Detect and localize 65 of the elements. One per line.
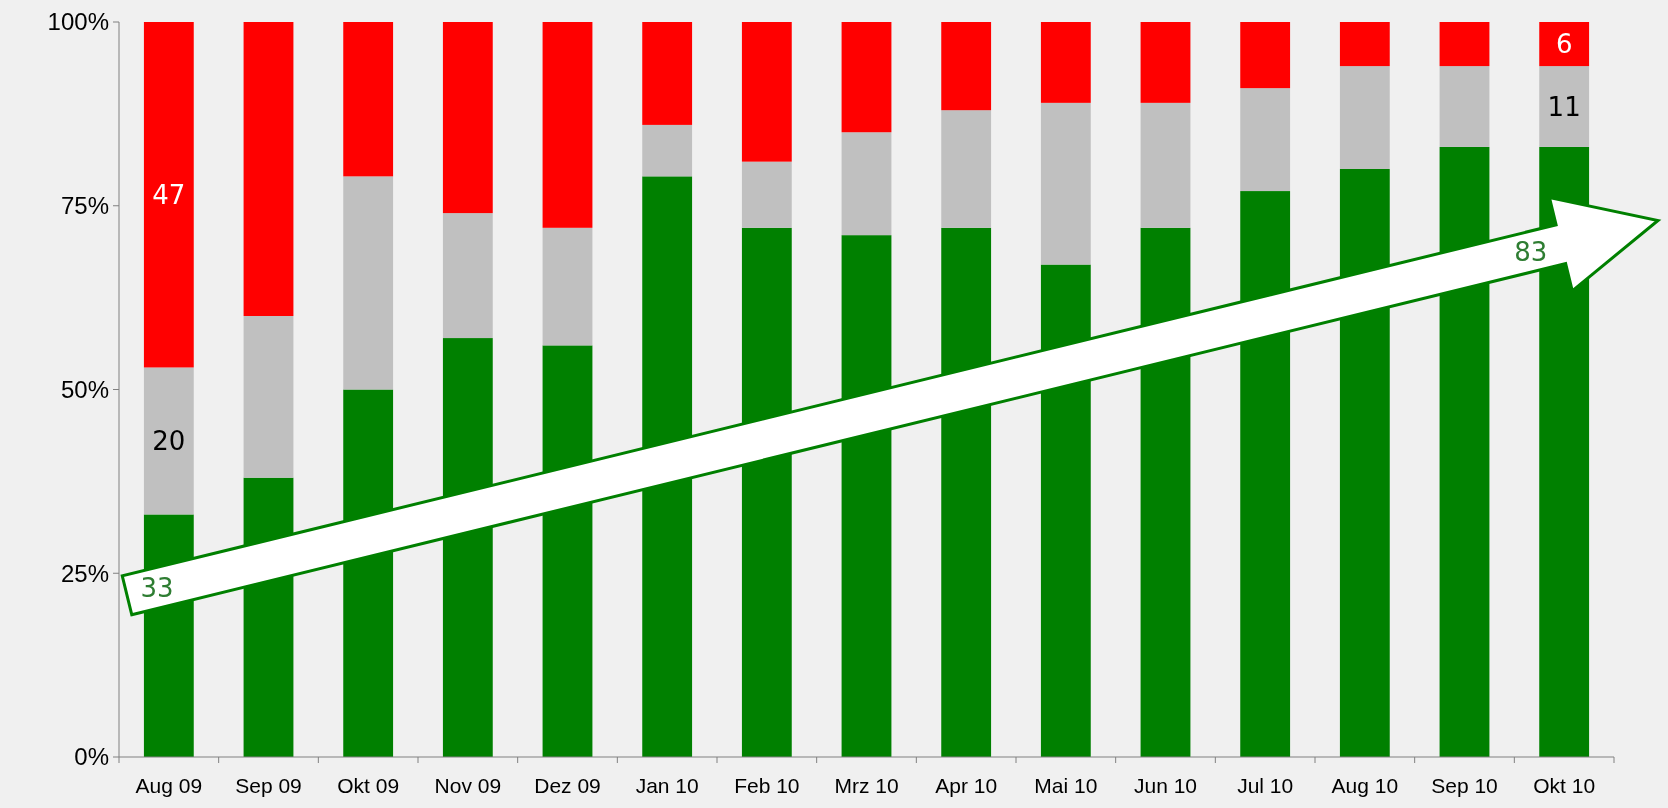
bar xyxy=(442,213,493,339)
bar xyxy=(243,22,294,316)
x-tick-label: Nov 09 xyxy=(434,774,502,797)
x-tick-label: Jul 10 xyxy=(1237,774,1294,797)
bar xyxy=(1040,102,1091,265)
bar xyxy=(1240,88,1291,192)
bar xyxy=(1439,22,1490,67)
bar xyxy=(1539,22,1590,67)
bar xyxy=(442,22,493,214)
bar xyxy=(642,124,693,177)
y-tick-label: 50% xyxy=(60,375,109,403)
bar xyxy=(1040,22,1091,103)
bar xyxy=(542,22,593,228)
bar xyxy=(1140,102,1191,228)
x-tick-label: Okt 10 xyxy=(1533,774,1596,797)
bar xyxy=(1439,66,1490,147)
data-label: 6 xyxy=(1555,29,1573,60)
annotation: 33 xyxy=(140,573,174,604)
bar xyxy=(1140,22,1191,103)
y-tick-label: 100% xyxy=(47,8,109,36)
x-tick-label: Jan 10 xyxy=(635,774,699,797)
bar xyxy=(941,227,992,757)
bar xyxy=(642,176,693,757)
bar xyxy=(741,227,792,757)
y-tick-label: 75% xyxy=(60,192,109,220)
x-tick-label: Sep 09 xyxy=(235,774,302,797)
bar xyxy=(1439,146,1490,757)
bar xyxy=(1240,191,1291,757)
bar xyxy=(642,22,693,125)
y-tick-label: 0% xyxy=(74,743,109,771)
x-tick-label: Mai 10 xyxy=(1034,774,1098,797)
x-tick-label: Mrz 10 xyxy=(834,774,899,797)
bar xyxy=(1539,66,1590,147)
bar xyxy=(243,316,294,478)
data-label: 20 xyxy=(152,426,186,457)
x-tick-label: Aug 10 xyxy=(1331,774,1399,797)
bar xyxy=(1339,66,1390,169)
x-tick-label: Sep 10 xyxy=(1431,774,1498,797)
x-tick-label: Feb 10 xyxy=(734,774,800,797)
x-tick-label: Jun 10 xyxy=(1133,774,1198,797)
bar xyxy=(1240,22,1291,89)
bar xyxy=(542,227,593,346)
data-label: 47 xyxy=(152,179,186,210)
bar xyxy=(343,22,394,177)
bar xyxy=(841,22,892,133)
bar xyxy=(143,367,194,515)
annotation: 83 xyxy=(1514,236,1548,267)
bar xyxy=(1339,22,1390,67)
bar xyxy=(741,22,792,162)
bar xyxy=(941,22,992,111)
bar xyxy=(1040,264,1091,757)
x-tick-label: Apr 10 xyxy=(935,774,998,797)
bar xyxy=(841,132,892,236)
bar xyxy=(343,176,394,390)
x-tick-label: Okt 09 xyxy=(337,774,400,797)
bar xyxy=(143,22,194,368)
data-label: 11 xyxy=(1547,91,1581,122)
bar xyxy=(1339,169,1390,757)
y-tick-label: 25% xyxy=(60,559,109,587)
bar xyxy=(941,110,992,228)
bar xyxy=(741,161,792,228)
x-tick-label: Dez 09 xyxy=(534,774,601,797)
x-tick-label: Aug 09 xyxy=(135,774,203,797)
bar xyxy=(1140,227,1191,757)
bar xyxy=(841,235,892,757)
